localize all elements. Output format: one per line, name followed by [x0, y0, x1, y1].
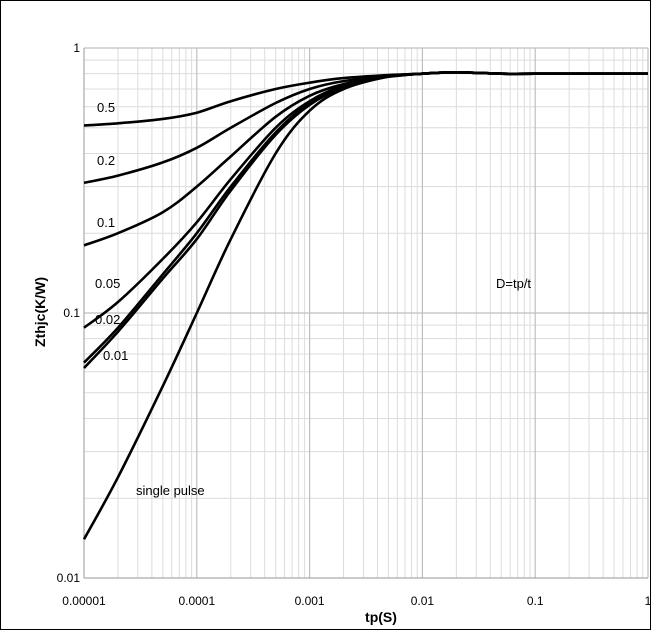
major-gridlines: [83, 47, 649, 579]
y-axis-title: Zthjc(K/W): [32, 277, 48, 347]
series-label: 0.02: [95, 312, 120, 327]
series-label: 0.01: [103, 348, 128, 363]
series-label: 0.5: [97, 100, 115, 115]
x-tick-labels: 0.00001 0.0001 0.001 0.01 0.1 1: [62, 594, 651, 608]
x-tick-label: 0.00001: [62, 594, 106, 608]
series-line: [82, 71, 648, 540]
series-line: [83, 71, 648, 329]
series-line: [83, 71, 648, 364]
y-tick-label: 0.01: [57, 571, 81, 585]
series-label: 0.05: [95, 276, 120, 291]
x-tick-label: 0.001: [295, 594, 325, 608]
x-tick-label: 0.0001: [178, 594, 215, 608]
x-tick-label: 1: [645, 594, 651, 608]
x-axis-title: tp(S): [365, 609, 397, 625]
series-labels: 0.5 0.2 0.1 0.05 0.02 0.01 single pulse: [95, 100, 205, 498]
y-tick-labels: 0.01 0.1 1: [57, 41, 81, 585]
series-label: single pulse: [136, 483, 205, 498]
x-tick-label: 0.1: [527, 594, 544, 608]
series-line: [83, 71, 648, 247]
series-lines: [82, 71, 648, 540]
series-label: 0.2: [97, 153, 115, 168]
duty-cycle-annotation: D=tp/t: [496, 276, 531, 291]
series-label: 0.1: [97, 215, 115, 230]
y-tick-label: 0.1: [63, 306, 80, 320]
x-tick-label: 0.01: [411, 594, 435, 608]
series-line: [83, 71, 648, 369]
y-tick-label: 1: [73, 41, 80, 55]
